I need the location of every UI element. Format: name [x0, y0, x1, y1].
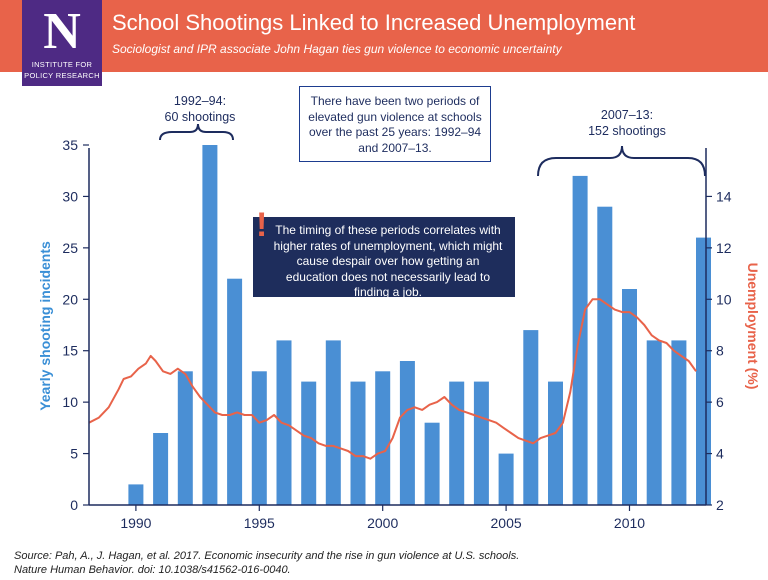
period-1-years: 1992–94:: [173, 94, 227, 108]
logo-letter: N: [43, 3, 81, 60]
bar-2008: [572, 175, 588, 505]
x-tick-label: 1995: [244, 515, 275, 531]
y-tick-label: 35: [62, 137, 78, 153]
bar-1994: [227, 278, 243, 505]
info-box: There have been two periods of elevated …: [299, 86, 491, 162]
bar-1990: [128, 484, 144, 505]
logo-text-line-2: POLICY RESEARCH: [24, 71, 100, 80]
brace-period-1: [159, 123, 234, 141]
y2-tick-label: 14: [716, 188, 732, 204]
alert-box: The timing of these periods correlates w…: [253, 217, 515, 299]
bar-2000: [375, 371, 391, 505]
y2-tick-label: 12: [716, 240, 732, 256]
bar-1997: [301, 381, 317, 505]
bar-1991: [153, 433, 169, 505]
bar-2003: [449, 381, 465, 505]
y2-tick-label: 4: [716, 446, 724, 462]
y2-tick-label: 10: [716, 291, 732, 307]
bar-2002: [424, 422, 440, 505]
y-tick-label: 20: [62, 291, 78, 307]
brace-period-2: [537, 145, 706, 177]
bar-2012: [671, 340, 687, 505]
x-tick-label: 2000: [367, 515, 398, 531]
source-line-1: Source: Pah, A., J. Hagan, et al. 2017. …: [14, 550, 520, 562]
y-tick-label: 25: [62, 240, 78, 256]
bar-2013: [696, 237, 711, 505]
period-2-callout: 2007–13: 152 shootings: [572, 107, 682, 139]
bar-1992: [177, 371, 193, 505]
y-tick-label: 10: [62, 394, 78, 410]
y-tick-label: 5: [70, 446, 78, 462]
bar-2009: [597, 206, 613, 505]
page-subtitle: Sociologist and IPR associate John Hagan…: [112, 42, 562, 56]
y-tick-label: 15: [62, 343, 78, 359]
source-footer: Source: Pah, A., J. Hagan, et al. 2017. …: [14, 549, 519, 577]
source-line-2: Nature Human Behavior. doi: 10.1038/s415…: [14, 564, 291, 576]
period-2-count: 152 shootings: [588, 124, 666, 138]
x-tick-label: 2005: [491, 515, 522, 531]
period-1-count: 60 shootings: [164, 110, 236, 124]
logo-text-line-1: INSTITUTE FOR: [31, 60, 93, 69]
bar-2011: [646, 340, 662, 505]
bar-1995: [251, 371, 267, 505]
bar-2005: [498, 453, 514, 505]
y-tick-label: 0: [70, 497, 78, 513]
y2-axis-label: Unemployment (%): [745, 263, 761, 390]
header-bar: [0, 0, 768, 72]
x-tick-label: 2010: [614, 515, 645, 531]
ipr-logo: N INSTITUTE FOR POLICY RESEARCH: [22, 0, 102, 86]
x-tick-label: 1990: [120, 515, 151, 531]
y2-tick-label: 6: [716, 394, 724, 410]
bar-1999: [350, 381, 366, 505]
bar-2006: [523, 330, 539, 505]
y2-tick-label: 2: [716, 497, 724, 513]
bar-2010: [622, 289, 637, 505]
period-1-callout: 1992–94: 60 shootings: [150, 93, 250, 125]
bar-2007: [548, 381, 563, 505]
alert-icon: !: [256, 206, 268, 244]
bar-2004: [473, 381, 489, 505]
bar-2001: [399, 361, 415, 505]
y-axis-label: Yearly shooting incidents: [37, 241, 53, 411]
page-title: School Shootings Linked to Increased Une…: [112, 10, 636, 35]
unemployment-line: [88, 298, 697, 460]
y-tick-label: 30: [62, 188, 78, 204]
bar-1998: [325, 340, 341, 505]
period-2-years: 2007–13:: [600, 108, 654, 122]
bar-1993: [202, 145, 218, 505]
y2-tick-label: 8: [716, 343, 724, 359]
